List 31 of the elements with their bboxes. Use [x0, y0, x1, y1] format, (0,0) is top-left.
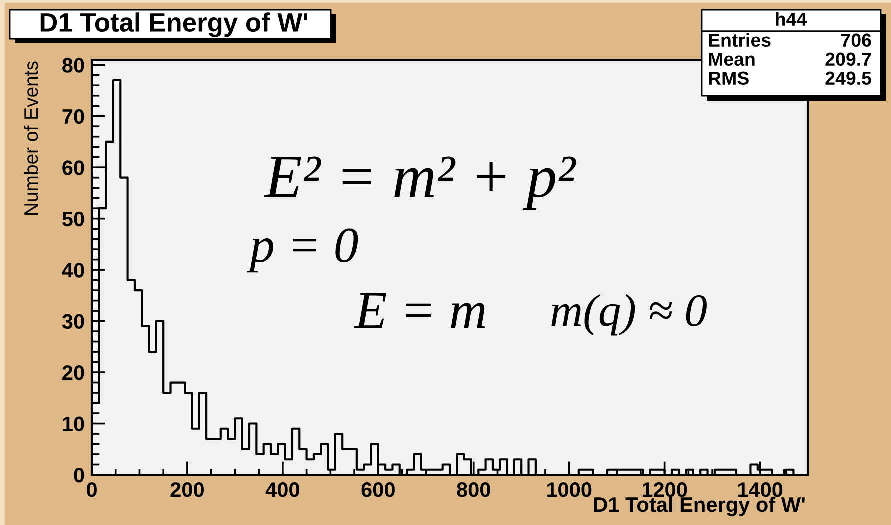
- annotation: p = 0: [247, 228, 358, 273]
- x-tick-label: 400: [266, 482, 300, 498]
- annotation: Mean: [709, 52, 755, 66]
- y-tick-label: 10: [63, 416, 84, 432]
- y-tick-label: 20: [62, 366, 84, 380]
- x-tick-label: 600: [362, 482, 395, 498]
- y-tick-label: 80: [62, 58, 84, 73]
- text: 706: [842, 34, 872, 48]
- x-tick-label: 200: [170, 482, 204, 498]
- x-tick-label: 1200: [642, 482, 688, 498]
- y-axis-title: Number of Events: [24, 62, 38, 216]
- text: Entries: [709, 33, 771, 48]
- chart-title: D1 Total Energy of W': [40, 12, 308, 38]
- annotation: E = m: [354, 293, 486, 328]
- y-tick-label: 40: [62, 263, 84, 278]
- text: h44: [776, 12, 808, 26]
- x-axis-title: D1 Total Energy of W': [594, 496, 805, 516]
- annotation: RMS: [709, 72, 749, 86]
- y-tick-label: 70: [62, 109, 84, 124]
- x-tick-label: 0: [87, 482, 97, 498]
- x-tick-label: 1400: [738, 482, 783, 498]
- y-tick-label: 60: [62, 160, 84, 176]
- y-tick-label: 0: [74, 468, 84, 483]
- text: 249.5: [826, 72, 872, 86]
- annotation: m(q) ≈ 0: [552, 294, 707, 336]
- annotation: E² = m² + p²: [264, 156, 576, 210]
- text: 209.7: [826, 52, 872, 66]
- y-tick-label: 30: [62, 314, 84, 330]
- y-tick-label: 50: [62, 212, 84, 227]
- x-tick-label: 800: [457, 482, 490, 498]
- x-tick-label: 1000: [547, 482, 592, 498]
